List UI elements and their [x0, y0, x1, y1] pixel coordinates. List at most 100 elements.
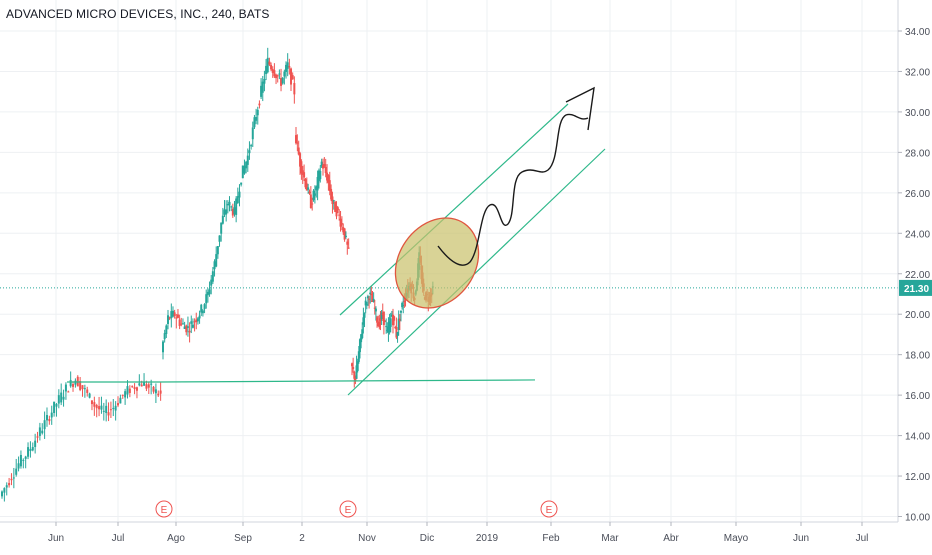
candle-body	[276, 75, 279, 77]
candle-body	[24, 456, 27, 459]
x-tick-label: Sep	[234, 533, 252, 544]
candle-body	[107, 412, 110, 416]
earnings-marker	[540, 500, 558, 518]
candle-body	[362, 317, 365, 325]
candle-body	[72, 384, 75, 387]
drawings	[0, 86, 898, 396]
candle-body	[370, 293, 373, 295]
candle-body	[326, 172, 329, 181]
candle-body	[265, 65, 268, 75]
candle-body	[230, 206, 233, 208]
candle-body	[311, 203, 314, 205]
candle-body	[240, 182, 243, 185]
earnings-marker-label: E	[546, 505, 553, 516]
y-tick-label: 28.00	[905, 148, 930, 159]
channel-lower-line	[347, 148, 606, 396]
candle-body	[29, 448, 32, 452]
candle-body	[268, 61, 271, 65]
candle-body	[53, 401, 56, 414]
candle-body	[223, 209, 226, 215]
y-tick-label: 30.00	[905, 108, 930, 119]
candle-body	[324, 166, 327, 174]
candle-body	[88, 393, 91, 398]
candle-body	[343, 228, 346, 240]
candle-body	[57, 395, 60, 404]
earnings-marker-label: E	[345, 505, 352, 516]
candle-body	[159, 390, 162, 394]
candle-body	[373, 307, 376, 309]
candle-body	[105, 405, 108, 414]
candle-body	[213, 261, 216, 270]
candle-body	[278, 73, 281, 75]
candle-body	[363, 313, 366, 318]
x-tick-label: Feb	[542, 533, 560, 544]
candle-body	[226, 203, 229, 206]
candle-body	[43, 420, 46, 430]
candle-body	[260, 85, 263, 97]
candle-body	[352, 367, 355, 370]
candle-body	[392, 314, 394, 326]
candle-body	[299, 153, 302, 167]
candle-body	[364, 300, 367, 306]
candle-body	[376, 317, 379, 323]
candle-body	[236, 196, 239, 203]
candle-body	[385, 326, 388, 328]
candle-body	[162, 341, 164, 353]
x-tick-label: Ago	[167, 533, 185, 544]
candle-body	[93, 402, 96, 407]
candle-body	[281, 77, 284, 84]
candle-body	[374, 308, 377, 312]
candle-body	[157, 393, 160, 396]
candle-body	[150, 383, 153, 385]
candle-body	[387, 326, 390, 333]
arrow-head	[565, 86, 595, 131]
candle-body	[323, 164, 326, 167]
candle-body	[327, 175, 330, 183]
candle-body	[250, 145, 253, 147]
candle-body	[19, 454, 22, 467]
candle-body	[206, 291, 209, 296]
candle-body	[334, 202, 337, 212]
x-tick-label: 2019	[476, 533, 499, 544]
candle-body	[396, 331, 399, 336]
candle-body	[283, 71, 286, 77]
candle-body	[143, 381, 146, 386]
candle-body	[297, 147, 300, 155]
candle-body	[315, 186, 318, 191]
candle-body	[1, 491, 3, 497]
candle-body	[64, 384, 67, 392]
candle-body	[263, 78, 266, 84]
candle-body	[256, 109, 259, 116]
candle-body	[215, 254, 218, 267]
x-tick-label: Jul	[112, 533, 125, 544]
candle-body	[178, 319, 181, 326]
candle-body	[332, 200, 335, 202]
candle-body	[200, 304, 203, 313]
candle-body	[221, 215, 224, 224]
candle-body	[201, 310, 204, 314]
candle-body	[389, 318, 392, 327]
candle-body	[45, 415, 48, 421]
y-tick-label: 26.00	[905, 189, 930, 200]
candle-body	[336, 207, 339, 210]
candle-body	[140, 384, 143, 387]
candle-body	[154, 389, 157, 394]
y-tick-label: 12.00	[905, 472, 930, 483]
candle-body	[211, 271, 214, 282]
candle-body	[381, 313, 384, 316]
candle-body	[121, 394, 124, 396]
candle-body	[317, 170, 320, 181]
y-tick-label: 34.00	[905, 27, 930, 38]
candle-body	[322, 165, 324, 169]
candle-body	[331, 196, 334, 205]
candle-body	[74, 380, 77, 385]
candle-body	[10, 478, 13, 481]
candle-body	[382, 311, 385, 325]
candle-body	[346, 241, 349, 245]
candle-body	[339, 218, 342, 227]
candle-body	[313, 193, 316, 196]
candle-body	[280, 78, 283, 86]
